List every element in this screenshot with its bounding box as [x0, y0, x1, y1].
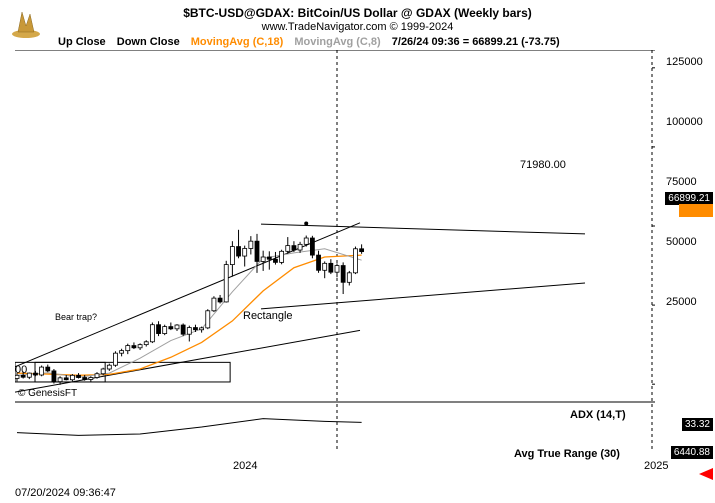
- adx-value-box: 33.32: [682, 418, 713, 431]
- atr-label: Avg True Range (30): [514, 448, 620, 460]
- price-annotation-71980: 71980.00: [520, 159, 566, 171]
- beartrap-label: Bear trap?: [55, 312, 97, 322]
- main-chart[interactable]: 00: [15, 50, 655, 450]
- legend-up-close: Up Close: [58, 36, 106, 48]
- y-tick-100000: 100000: [666, 116, 703, 128]
- chart-title: $BTC-USD@GDAX: BitCoin/US Dollar @ GDAX …: [0, 6, 715, 20]
- copyright-genesis: © GenesisFT: [18, 388, 77, 399]
- y-tick-125000: 125000: [666, 56, 703, 68]
- legend-datetime-price: 7/26/24 09:36 = 66899.21 (-73.75): [392, 36, 560, 48]
- svg-text:00: 00: [15, 364, 27, 376]
- adx-label: ADX (14,T): [570, 409, 626, 421]
- legend-bar: Up Close Down Close MovingAvg (C,18) Mov…: [58, 36, 568, 48]
- red-arrow-left-icon: [699, 468, 713, 480]
- x-label-2024: 2024: [233, 460, 257, 472]
- ma-price-box: [679, 204, 713, 217]
- chart-subtitle: www.TradeNavigator.com © 1999-2024: [0, 21, 715, 33]
- footer-timestamp: 07/20/2024 09:36:47: [15, 487, 116, 499]
- rectangle-label: Rectangle: [243, 310, 293, 322]
- y-tick-25000: 25000: [666, 296, 697, 308]
- y-tick-50000: 50000: [666, 236, 697, 248]
- atr-value-box: 6440.88: [671, 446, 713, 459]
- y-tick-75000: 75000: [666, 176, 697, 188]
- chart-svg: 00: [15, 50, 655, 450]
- x-label-2025: 2025: [644, 460, 668, 472]
- legend-ma18: MovingAvg (C,18): [191, 36, 284, 48]
- legend-ma8: MovingAvg (C,8): [294, 36, 380, 48]
- legend-down-close: Down Close: [117, 36, 180, 48]
